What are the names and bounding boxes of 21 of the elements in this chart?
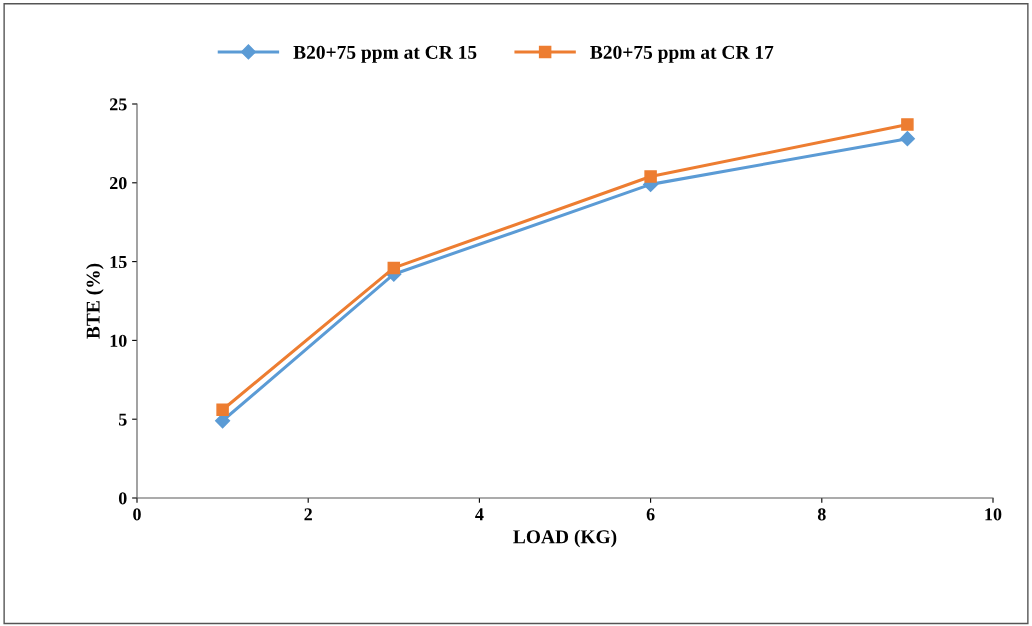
- x-tick-label: 10: [985, 508, 1002, 521]
- point: [387, 261, 401, 275]
- point: [216, 403, 229, 416]
- y-tick-label: 25: [109, 98, 127, 111]
- x-tick-label: 2: [304, 508, 312, 521]
- x-tick-label: 6: [646, 508, 655, 521]
- x-tick-label: 8: [817, 508, 826, 521]
- y-tick-label: 20: [109, 177, 127, 190]
- point: [899, 131, 915, 147]
- legend-label: B20+75 ppm at CR 17: [590, 45, 774, 63]
- y-tick-label: 5: [118, 413, 127, 426]
- x-tick-label: 0: [133, 508, 141, 521]
- y-tick-label: 0: [118, 492, 127, 505]
- legend-label: B20+75 ppm at CR 15: [293, 45, 477, 63]
- y-tick-label: 10: [110, 334, 127, 347]
- y-tick-label: 15: [110, 255, 127, 269]
- x-axis-title: LOAD (KG): [513, 529, 617, 548]
- point: [644, 170, 657, 183]
- x-tick-label: 4: [475, 508, 484, 521]
- y-axis-title: BTE (%): [86, 263, 104, 339]
- point: [901, 118, 914, 131]
